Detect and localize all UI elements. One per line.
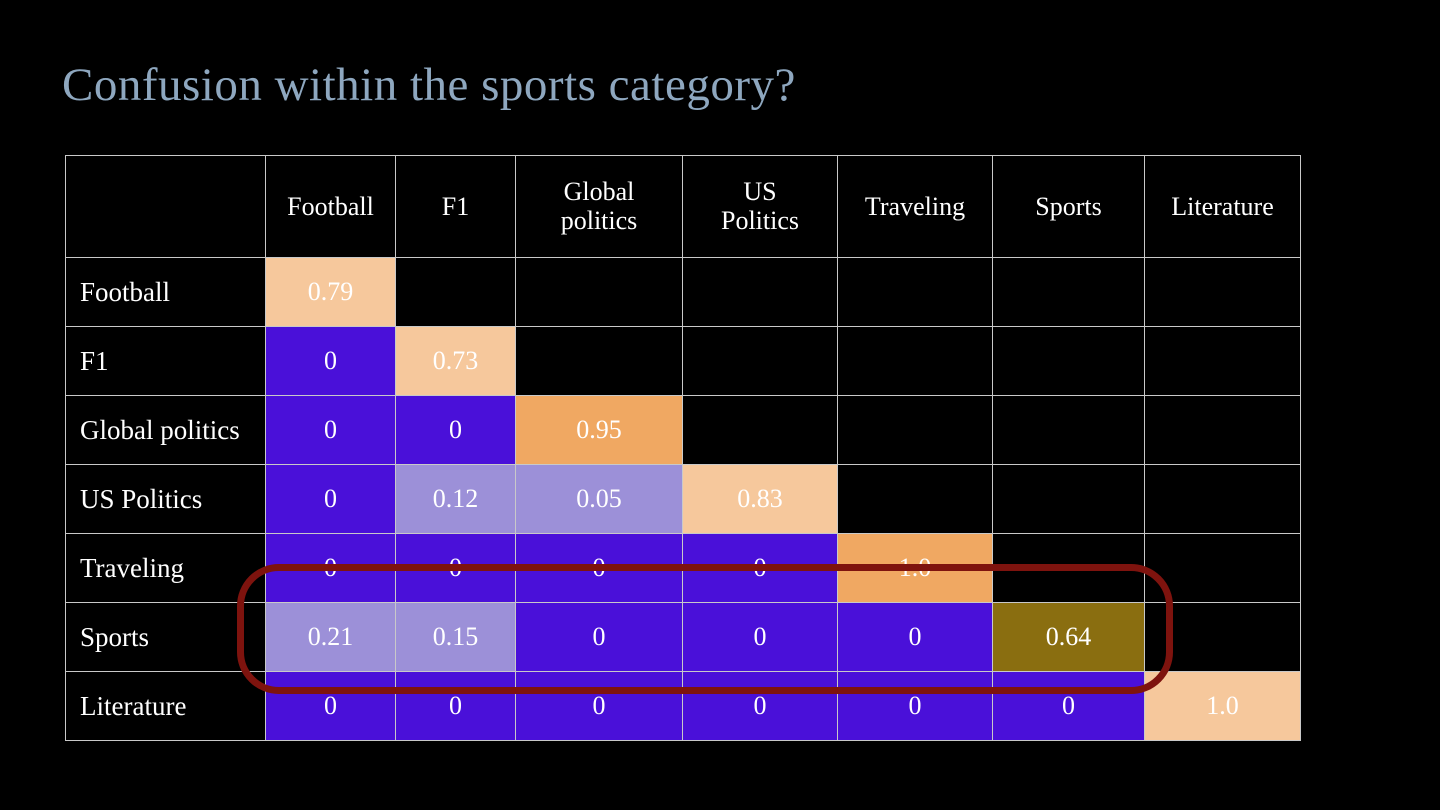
matrix-cell-empty [837, 257, 993, 327]
column-header-label: Traveling [864, 191, 966, 221]
matrix-cell-empty [1144, 533, 1301, 603]
column-header-label: Football [287, 191, 374, 221]
matrix-cell-traveling-us-politics: 0 [682, 533, 838, 603]
matrix-cell-sports-traveling: 0 [837, 602, 993, 672]
matrix-cell-f1-football: 0 [265, 326, 396, 396]
row-label-football: Football [65, 257, 266, 327]
matrix-header: Football F1 Global politics US Politics Trav… [65, 155, 1301, 258]
matrix-cell-traveling-global-politics: 0 [515, 533, 683, 603]
matrix-cell-empty [992, 326, 1145, 396]
column-header-label: F1 [441, 191, 470, 221]
matrix-cell-empty [515, 326, 683, 396]
slide-title: Confusion within the sports category? [62, 59, 796, 111]
matrix-row-literature: Literature 0 0 0 0 0 0 1.0 [65, 671, 1301, 741]
matrix-cell-empty [1144, 326, 1301, 396]
matrix-cell-empty [992, 395, 1145, 465]
matrix-row-us-politics: US Politics 0 0.12 0.05 0.83 [65, 464, 1301, 534]
matrix-row-f1: F1 0 0.73 [65, 326, 1301, 396]
column-header-f1: F1 [395, 155, 516, 258]
row-label-f1: F1 [65, 326, 266, 396]
matrix-cell-empty [682, 326, 838, 396]
matrix-cell-sports-football: 0.21 [265, 602, 396, 672]
column-header-label: Sports [1035, 191, 1102, 221]
matrix-cell-literature-sports: 0 [992, 671, 1145, 741]
column-header-traveling: Traveling [837, 155, 993, 258]
matrix-cell-empty [992, 257, 1145, 327]
matrix-row-traveling: Traveling 0 0 0 0 1.0 [65, 533, 1301, 603]
matrix-row-global-politics: Global politics 0 0 0.95 [65, 395, 1301, 465]
matrix-cell-traveling-f1: 0 [395, 533, 516, 603]
row-label-sports: Sports [65, 602, 266, 672]
matrix-cell-empty [1144, 395, 1301, 465]
row-label-us-politics: US Politics [65, 464, 266, 534]
matrix-row-football: Football 0.79 [65, 257, 1301, 327]
confusion-matrix-table: Football F1 Global politics US Politics Trav… [65, 155, 1301, 741]
matrix-cell-global-politics-f1: 0 [395, 395, 516, 465]
matrix-cell-sports-f1: 0.15 [395, 602, 516, 672]
matrix-cell-literature-us-politics: 0 [682, 671, 838, 741]
matrix-cell-empty [1144, 602, 1301, 672]
matrix-cell-literature-literature: 1.0 [1144, 671, 1301, 741]
corner-cell [65, 155, 266, 258]
matrix-cell-empty [837, 464, 993, 534]
matrix-cell-sports-global-politics: 0 [515, 602, 683, 672]
row-label-traveling: Traveling [65, 533, 266, 603]
matrix-cell-us-politics-global-politics: 0.05 [515, 464, 683, 534]
matrix-cell-empty [837, 395, 993, 465]
header-row: Football F1 Global politics US Politics Trav… [65, 155, 1301, 258]
matrix-cell-literature-football: 0 [265, 671, 396, 741]
matrix-cell-traveling-football: 0 [265, 533, 396, 603]
matrix-cell-us-politics-us-politics: 0.83 [682, 464, 838, 534]
matrix-cell-f1-f1: 0.73 [395, 326, 516, 396]
matrix-cell-empty [682, 395, 838, 465]
matrix-cell-empty [837, 326, 993, 396]
matrix-cell-us-politics-f1: 0.12 [395, 464, 516, 534]
matrix-cell-sports-us-politics: 0 [682, 602, 838, 672]
column-header-label: Global politics [560, 176, 638, 236]
column-header-label: US Politics [720, 176, 799, 236]
matrix-cell-empty [992, 533, 1145, 603]
matrix-cell-literature-global-politics: 0 [515, 671, 683, 741]
matrix-row-sports: Sports 0.21 0.15 0 0 0 0.64 [65, 602, 1301, 672]
column-header-us-politics: US Politics [682, 155, 838, 258]
matrix-cell-empty [1144, 464, 1301, 534]
matrix-cell-empty [682, 257, 838, 327]
column-header-label: Literature [1171, 191, 1274, 221]
column-header-sports: Sports [992, 155, 1145, 258]
matrix-cell-us-politics-football: 0 [265, 464, 396, 534]
matrix-cell-global-politics-football: 0 [265, 395, 396, 465]
column-header-literature: Literature [1144, 155, 1301, 258]
matrix-cell-empty [395, 257, 516, 327]
column-header-football: Football [265, 155, 396, 258]
column-header-global-politics: Global politics [515, 155, 683, 258]
matrix-cell-global-politics-global-politics: 0.95 [515, 395, 683, 465]
matrix-cell-literature-traveling: 0 [837, 671, 993, 741]
matrix-cell-empty [1144, 257, 1301, 327]
matrix-cell-empty [992, 464, 1145, 534]
matrix-cell-empty [515, 257, 683, 327]
matrix-body: Football 0.79 F1 0 0.73 Global politics 0 0 0.95… [65, 257, 1301, 741]
matrix-cell-sports-sports: 0.64 [992, 602, 1145, 672]
matrix-cell-literature-f1: 0 [395, 671, 516, 741]
row-label-global-politics: Global politics [65, 395, 266, 465]
row-label-literature: Literature [65, 671, 266, 741]
matrix-cell-football-football: 0.79 [265, 257, 396, 327]
matrix-cell-traveling-traveling: 1.0 [837, 533, 993, 603]
